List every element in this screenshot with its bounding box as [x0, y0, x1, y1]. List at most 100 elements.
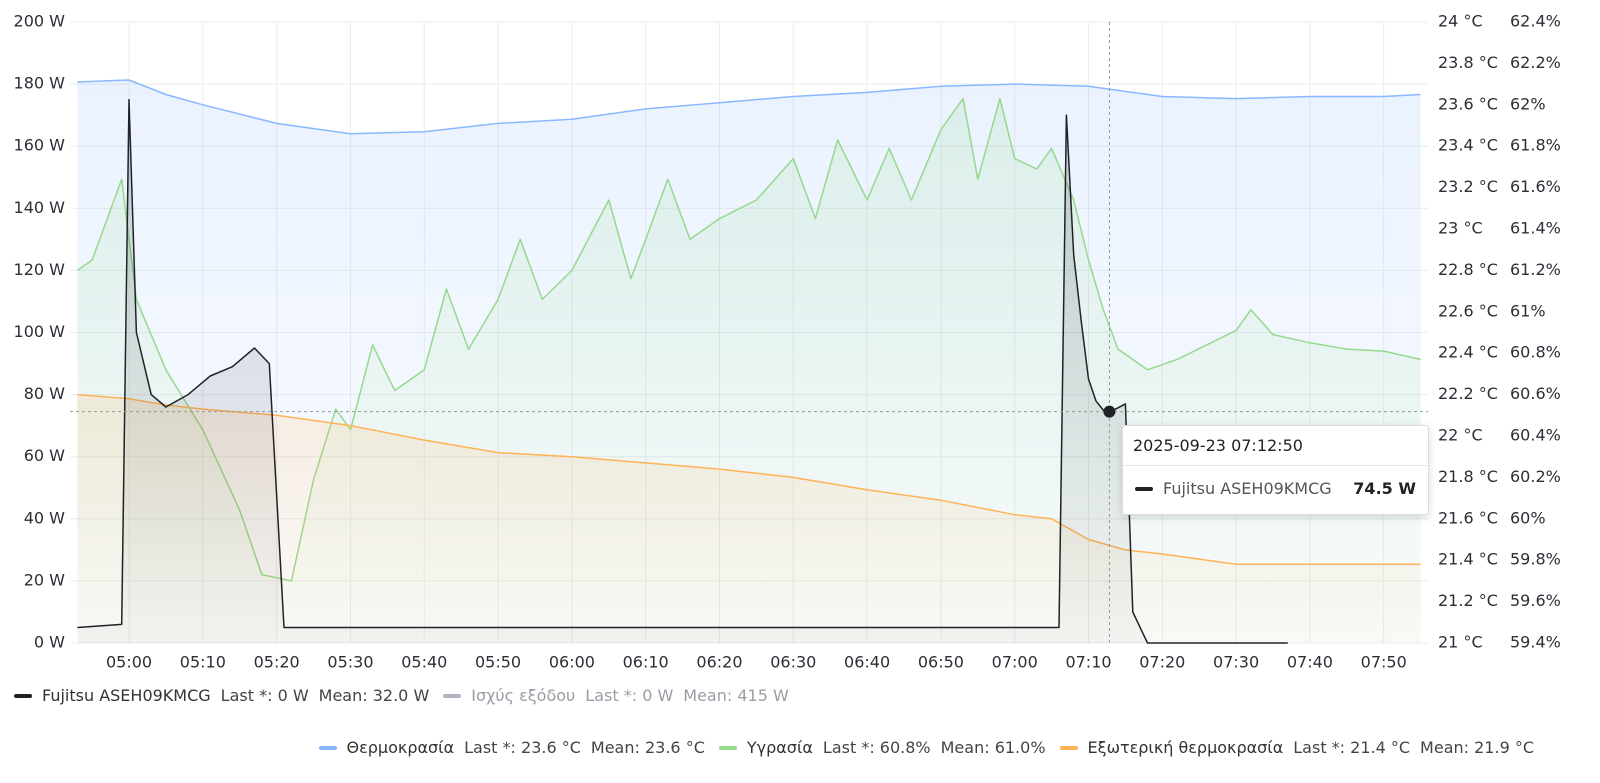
x-tick-label: 05:10	[180, 653, 226, 672]
y3-tick-label: 60.4%	[1510, 426, 1561, 445]
y2-tick-label: 22.6 °C	[1438, 301, 1498, 320]
y2-tick-label: 24 °C	[1438, 12, 1483, 31]
tooltip-series: Fujitsu ASEH09KMCG	[1163, 479, 1332, 498]
x-tick-label: 07:00	[992, 653, 1038, 672]
legend-swatch	[718, 745, 737, 750]
hover-point	[1103, 405, 1116, 418]
x-tick-label: 06:50	[918, 653, 964, 672]
y-tick-label: 200 W	[14, 12, 66, 31]
tooltip-value: 74.5 W	[1353, 479, 1416, 498]
y3-tick-label: 62.4%	[1510, 12, 1561, 31]
y2-tick-label: 21.6 °C	[1438, 508, 1498, 527]
legend-stat: Mean: 32.0 W	[318, 686, 430, 705]
x-tick-label: 07:50	[1361, 653, 1407, 672]
y-tick-label: 160 W	[14, 136, 66, 155]
series-line	[77, 98, 1288, 644]
x-tick-label: 07:30	[1213, 653, 1259, 672]
y-tick-label: 100 W	[14, 322, 66, 341]
legend-swatch	[443, 693, 462, 698]
tooltip-time: 2025-09-23 07:12:50	[1123, 426, 1428, 466]
x-tick-label: 05:30	[327, 653, 373, 672]
y2-tick-label: 23.4 °C	[1438, 136, 1498, 155]
legend-item[interactable]: Υγρασία Last *: 60.8% Mean: 61.0%	[718, 738, 1046, 757]
tooltip: 2025-09-23 07:12:50 Fujitsu ASEH09KMCG 7…	[1122, 425, 1429, 515]
legend-label: Υγρασία	[746, 738, 813, 757]
legend: Fujitsu ASEH09KMCG Last *: 0 W Mean: 32.0 …	[14, 686, 803, 705]
y2-tick-label: 23.6 °C	[1438, 94, 1498, 113]
x-tick-label: 06:40	[844, 653, 890, 672]
y3-tick-label: 60%	[1510, 508, 1546, 527]
series-line	[77, 79, 1421, 135]
x-tick-label: 06:20	[696, 653, 742, 672]
y3-tick-label: 62%	[1510, 94, 1546, 113]
legend-label: Ισχύς εξόδου	[471, 686, 576, 705]
y3-tick-label: 61.8%	[1510, 136, 1561, 155]
y3-tick-label: 60.2%	[1510, 467, 1561, 486]
y3-tick-label: 60.6%	[1510, 384, 1561, 403]
y2-tick-label: 21.8 °C	[1438, 467, 1498, 486]
legend-label: Θερμοκρασία	[346, 738, 455, 757]
legend-item[interactable]: Θερμοκρασία Last *: 23.6 °C Mean: 23.6 °C	[318, 738, 705, 757]
y3-tick-label: 61.4%	[1510, 219, 1561, 238]
legend-item[interactable]: Ισχύς εξόδου Last *: 0 W Mean: 415 W	[443, 686, 789, 705]
y3-tick-label: 59.8%	[1510, 550, 1561, 569]
y-tick-label: 20 W	[24, 570, 65, 589]
y2-tick-label: 23.2 °C	[1438, 177, 1498, 196]
legend-stat: Mean: 21.9 °C	[1420, 738, 1534, 757]
x-tick-label: 05:00	[106, 653, 152, 672]
y2-tick-label: 23 °C	[1438, 219, 1483, 238]
legend-stat: Last *: 23.6 °C	[464, 738, 581, 757]
y-tick-label: 80 W	[24, 384, 65, 403]
legend: Θερμοκρασία Last *: 23.6 °C Mean: 23.6 °C Υ…	[318, 738, 1548, 757]
legend-stat: Mean: 23.6 °C	[590, 738, 705, 757]
y3-tick-label: 62.2%	[1510, 53, 1561, 72]
tooltip-row: Fujitsu ASEH09KMCG 74.5 W	[1123, 466, 1428, 511]
series-area	[77, 99, 1288, 644]
y2-tick-label: 22.8 °C	[1438, 260, 1498, 279]
legend-stat: Last *: 21.4 °C	[1293, 738, 1411, 757]
x-tick-label: 07:40	[1287, 653, 1333, 672]
legend-stat: Last *: 0 W	[585, 686, 674, 705]
y2-tick-label: 22 °C	[1438, 426, 1483, 445]
y-tick-label: 40 W	[24, 508, 65, 527]
x-tick-label: 05:50	[475, 653, 521, 672]
legend-swatch	[318, 745, 337, 750]
y2-tick-label: 22.4 °C	[1438, 343, 1498, 362]
x-tick-label: 06:30	[770, 653, 816, 672]
y2-tick-label: 21.2 °C	[1438, 591, 1498, 610]
x-tick-label: 06:00	[549, 653, 595, 672]
y2-tick-label: 23.8 °C	[1438, 53, 1498, 72]
y2-tick-label: 22.2 °C	[1438, 384, 1498, 403]
legend-label: Fujitsu ASEH09KMCG	[42, 686, 211, 705]
chart: 0 W 20 W 40 W 60 W 80 W 100 W 120 W 140 W 160 W 1…	[14, 12, 1561, 672]
y-tick-label: 120 W	[14, 260, 66, 279]
x-tick-label: 05:20	[254, 653, 300, 672]
x-tick-label: 05:40	[401, 653, 447, 672]
y3-tick-label: 61%	[1510, 301, 1546, 320]
legend-stat: Last *: 60.8%	[822, 738, 931, 757]
y3-tick-label: 59.4%	[1510, 633, 1561, 652]
x-tick-label: 07:10	[1065, 653, 1111, 672]
y2-tick-label: 21.4 °C	[1438, 550, 1498, 569]
y3-tick-label: 61.6%	[1510, 177, 1561, 196]
y-tick-label: 0 W	[34, 633, 65, 652]
legend-stat: Mean: 415 W	[683, 686, 789, 705]
legend-swatch	[14, 693, 32, 698]
y2-tick-label: 21 °C	[1438, 633, 1483, 652]
tooltip-swatch	[1135, 486, 1153, 491]
y-tick-label: 180 W	[14, 74, 66, 93]
y3-tick-label: 61.2%	[1510, 260, 1561, 279]
legend-item[interactable]: Εξωτερική θερμοκρασία Last *: 21.4 °C Mean…	[1059, 738, 1534, 757]
legend-item[interactable]: Fujitsu ASEH09KMCG Last *: 0 W Mean: 32.0 …	[14, 686, 429, 705]
legend-swatch	[1059, 745, 1078, 750]
y3-tick-label: 60.8%	[1510, 343, 1561, 362]
y-tick-label: 60 W	[24, 446, 65, 465]
legend-stat: Mean: 61.0%	[940, 738, 1046, 757]
legend-stat: Last *: 0 W	[220, 686, 309, 705]
x-tick-label: 06:10	[623, 653, 669, 672]
legend-label: Εξωτερική θερμοκρασία	[1087, 738, 1284, 757]
y3-tick-label: 59.6%	[1510, 591, 1561, 610]
x-tick-label: 07:20	[1139, 653, 1185, 672]
y-tick-label: 140 W	[14, 198, 66, 217]
